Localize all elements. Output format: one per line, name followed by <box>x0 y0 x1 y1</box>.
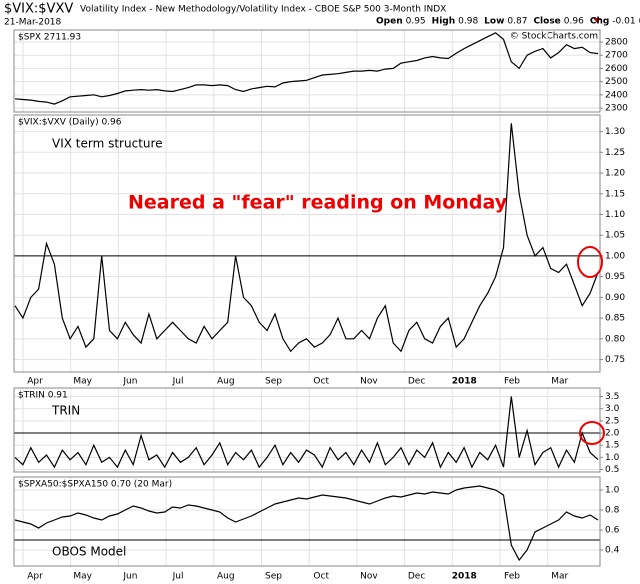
symbol: $VIX:$VXV <box>4 2 73 17</box>
y-tick-label: 0.75 <box>605 355 625 365</box>
panel-frame <box>13 476 601 567</box>
panel-frame <box>13 114 601 373</box>
y-tick-label: 1.25 <box>605 148 625 158</box>
y-tick-label: 2500 <box>605 77 628 87</box>
y-tick-label: 2800 <box>605 38 628 48</box>
quote-value: 0.96 <box>564 17 584 27</box>
panel-frame <box>13 387 601 473</box>
x-tick-label: Feb <box>504 377 520 387</box>
x-tick-label: Nov <box>360 377 378 387</box>
x-tick-label: Jul <box>172 572 184 582</box>
description: Volatility Index - New Methodology/Volat… <box>80 5 446 15</box>
data-line <box>14 485 599 562</box>
y-tick-label: 0.85 <box>605 314 625 324</box>
panel-label: OBOS Model <box>52 545 126 559</box>
quote-value: 0.98 <box>458 17 478 27</box>
y-tick-label: 3.0 <box>605 404 620 414</box>
down-arrow <box>593 18 601 23</box>
y-tick-label: 2.5 <box>605 416 619 426</box>
x-tick-label: Apr <box>27 572 43 582</box>
x-tick-label: Apr <box>27 377 43 387</box>
x-tick-label: Oct <box>313 572 329 582</box>
panel-legend: $SPX 2711.93 <box>18 33 81 43</box>
x-tick-label: Jun <box>122 377 137 387</box>
y-tick-label: 0.80 <box>605 334 625 344</box>
highlight-circle <box>579 421 605 445</box>
panel-legend: $VIX:$VXV (Daily) 0.96 <box>18 118 122 128</box>
quote-value: -0.01 (-0.91%) <box>612 17 640 27</box>
x-tick-label: Nov <box>360 572 378 582</box>
y-tick-label: 3.5 <box>605 392 619 402</box>
highlight-circle <box>577 246 603 278</box>
data-line <box>14 123 599 353</box>
y-tick-label: 2400 <box>605 90 628 100</box>
x-tick-label: May <box>73 572 92 582</box>
y-tick-label: 2600 <box>605 64 628 74</box>
y-tick-label: 1.0 <box>605 486 620 496</box>
y-tick-label: 2.0 <box>605 429 620 439</box>
quote-value: 0.87 <box>507 17 527 27</box>
date: 21-Mar-2018 <box>4 18 62 28</box>
y-tick-label: 0.6 <box>605 526 620 536</box>
y-tick-label: 1.5 <box>605 441 619 451</box>
y-tick-label: 1.15 <box>605 189 625 199</box>
x-tick-label: Jul <box>172 377 184 387</box>
x-tick-label: Sep <box>265 572 282 582</box>
quote-label: Open <box>376 17 403 27</box>
y-tick-label: 2700 <box>605 51 628 61</box>
x-tick-label: May <box>73 377 92 387</box>
y-tick-label: 0.90 <box>605 293 625 303</box>
y-tick-label: 0.95 <box>605 272 625 282</box>
x-tick-label: Aug <box>217 572 235 582</box>
quote-label: High <box>432 17 455 27</box>
x-tick-label: Oct <box>313 377 329 387</box>
y-tick-label: 1.05 <box>605 231 625 241</box>
x-tick-label: Jun <box>122 572 137 582</box>
data-line <box>14 396 599 469</box>
x-tick-label: 2018 <box>452 377 477 387</box>
quote-label: Close <box>533 17 560 27</box>
x-tick-label: Dec <box>408 377 425 387</box>
x-tick-label: Aug <box>217 377 235 387</box>
x-tick-label: 2018 <box>452 572 477 582</box>
y-tick-label: 1.20 <box>605 169 625 179</box>
data-line <box>14 32 599 105</box>
quote-label: Low <box>484 17 504 27</box>
x-tick-label: Mar <box>551 377 568 387</box>
panel-label: TRIN <box>51 404 80 418</box>
quote-value: 0.95 <box>406 17 426 27</box>
annotation: Neared a "fear" reading on Monday <box>128 192 508 214</box>
credit: © StockCharts.com <box>510 32 598 42</box>
x-tick-label: Mar <box>551 572 568 582</box>
x-tick-label: Feb <box>504 572 520 582</box>
y-tick-label: 1.0 <box>605 453 620 463</box>
y-tick-label: 2300 <box>605 104 628 114</box>
quote-label: Chg <box>590 17 609 27</box>
y-tick-label: 1.30 <box>605 127 625 137</box>
x-tick-label: Sep <box>265 377 282 387</box>
panel-legend: $SPXA50:$SPXA150 0.70 (20 Mar) <box>18 480 172 490</box>
panel-legend: $TRIN 0.91 <box>18 391 68 401</box>
y-tick-label: 1.10 <box>605 210 625 220</box>
x-tick-label: Dec <box>408 572 425 582</box>
y-tick-label: 0.4 <box>605 546 620 556</box>
y-tick-label: 1.00 <box>605 251 625 261</box>
y-tick-label: 0.5 <box>605 465 619 475</box>
panel-frame <box>13 29 601 113</box>
panel-label: VIX term structure <box>52 137 163 151</box>
y-tick-label: 0.8 <box>605 506 620 516</box>
